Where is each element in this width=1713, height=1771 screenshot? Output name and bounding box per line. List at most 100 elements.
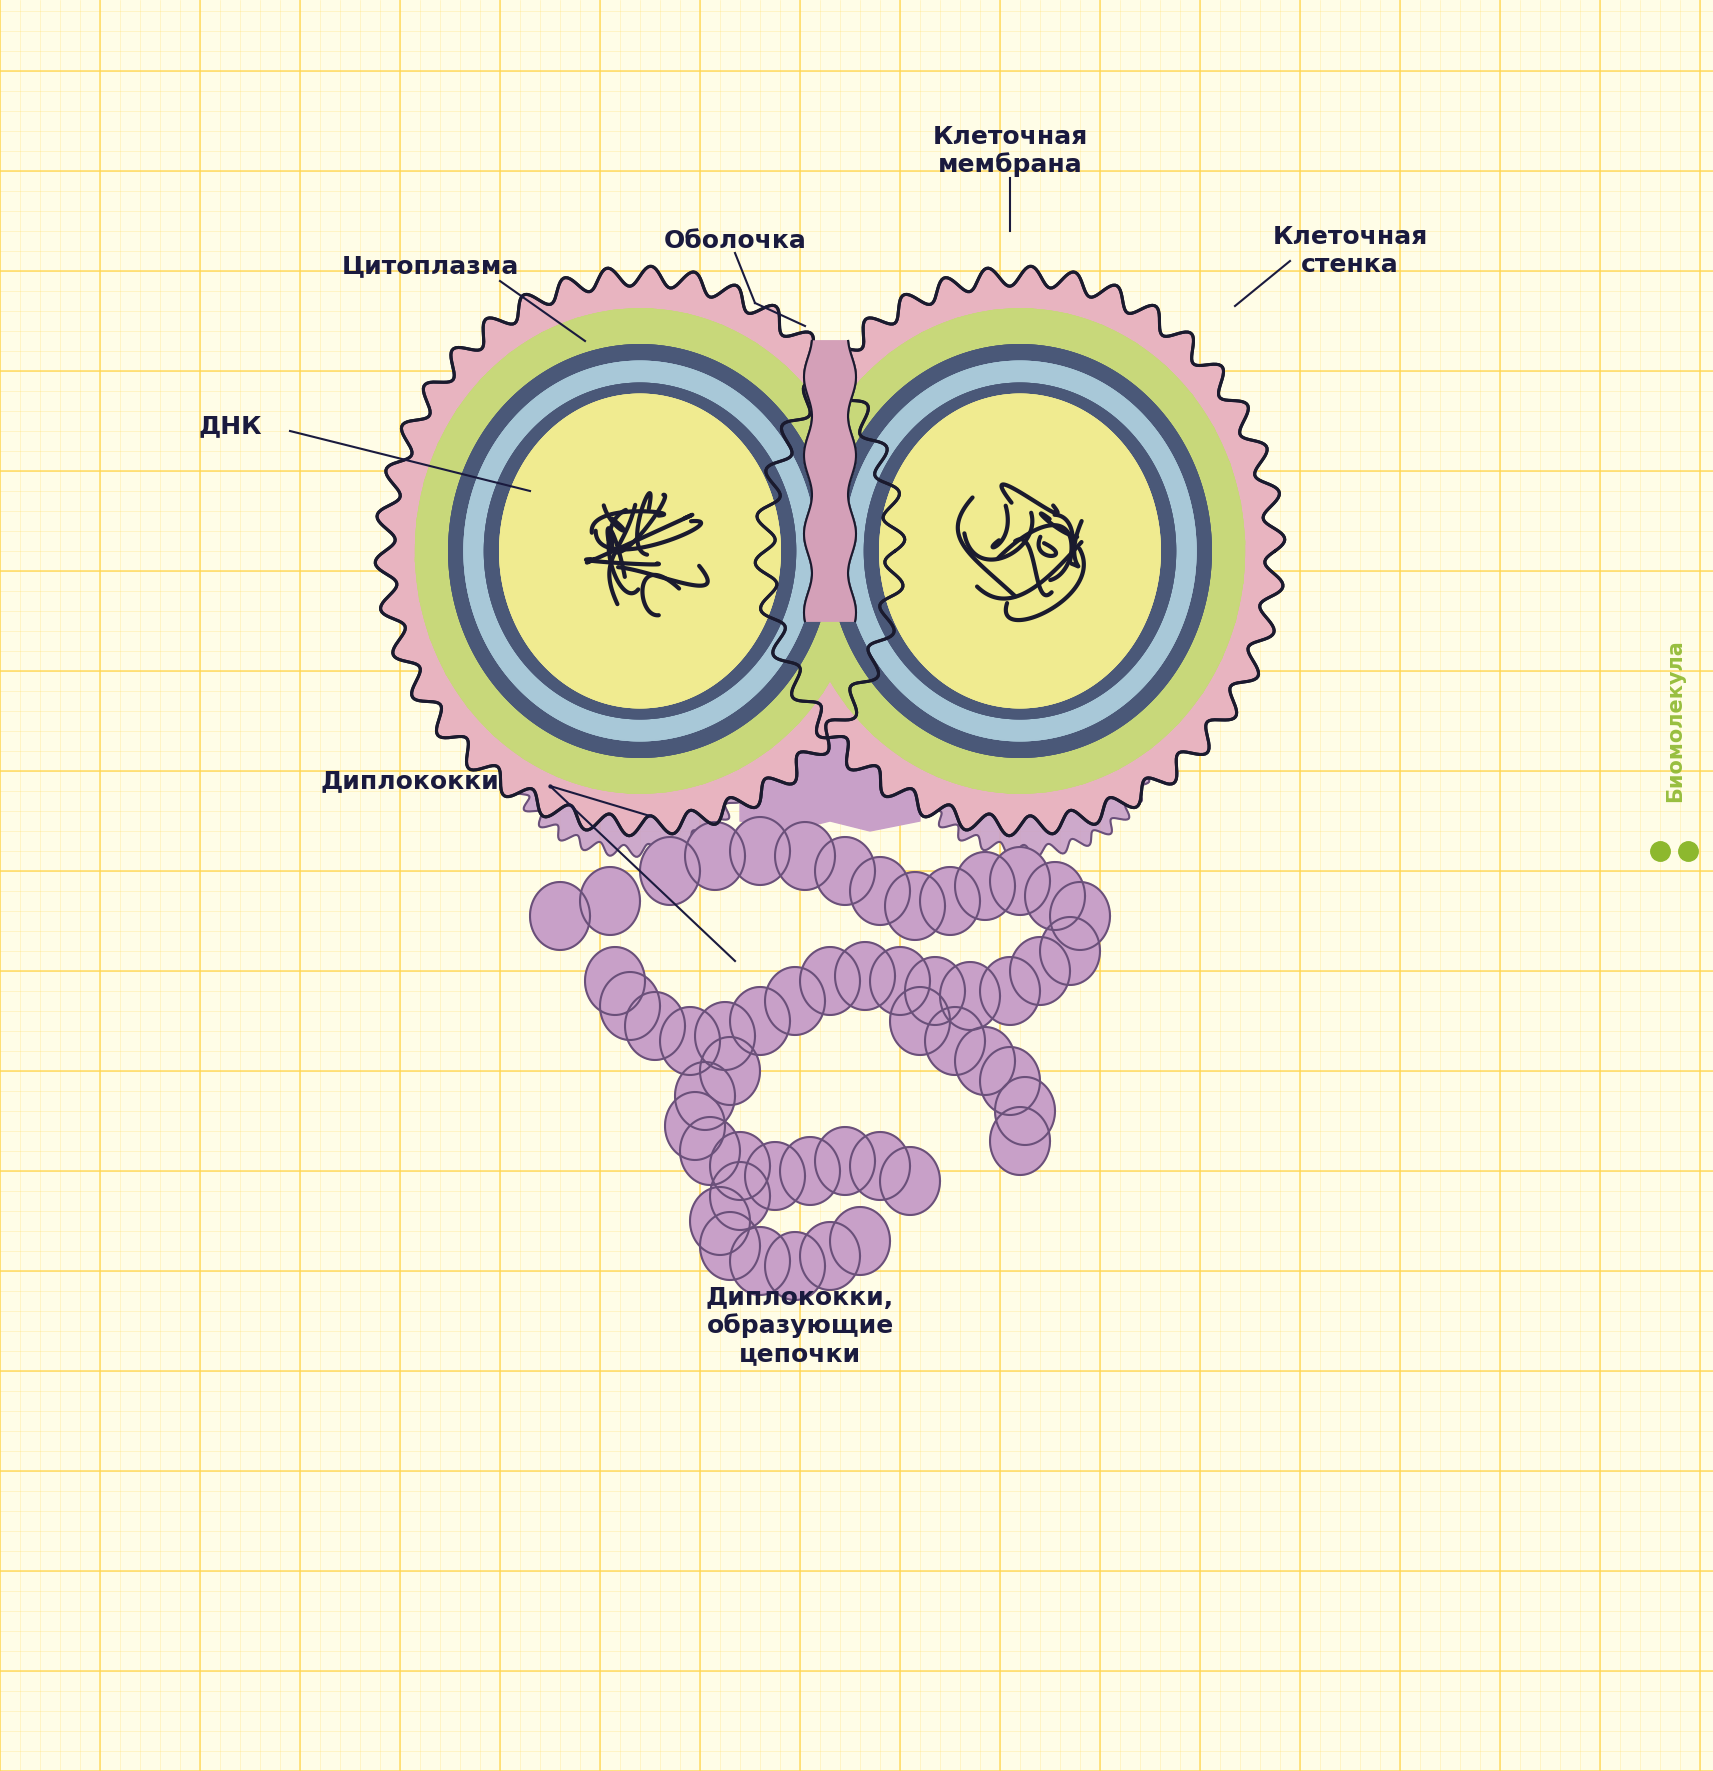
Polygon shape (709, 1162, 771, 1231)
Polygon shape (795, 308, 1245, 793)
Text: Клеточная
мембрана: Клеточная мембрана (932, 124, 1088, 177)
Polygon shape (1011, 937, 1071, 1004)
Polygon shape (690, 1187, 750, 1256)
Polygon shape (641, 838, 701, 905)
Text: Цитоплазма: Цитоплазма (341, 253, 519, 278)
Polygon shape (803, 342, 856, 622)
Polygon shape (956, 852, 1016, 919)
Polygon shape (745, 1142, 805, 1210)
Polygon shape (920, 868, 980, 935)
Polygon shape (845, 361, 1196, 740)
Polygon shape (449, 345, 831, 758)
Polygon shape (940, 962, 1000, 1031)
Polygon shape (730, 1227, 790, 1295)
Polygon shape (529, 882, 589, 949)
Polygon shape (665, 1093, 725, 1160)
Polygon shape (509, 675, 750, 857)
Polygon shape (415, 308, 865, 793)
Polygon shape (845, 361, 1196, 740)
Polygon shape (886, 871, 946, 940)
Polygon shape (464, 361, 815, 740)
Polygon shape (415, 308, 865, 793)
Text: ДНК: ДНК (199, 414, 262, 437)
Polygon shape (891, 986, 951, 1056)
Text: Клеточная
стенка: Клеточная стенка (1273, 225, 1427, 276)
Text: Диплококки: Диплококки (320, 769, 498, 793)
Polygon shape (449, 345, 831, 758)
Polygon shape (730, 816, 790, 886)
Polygon shape (845, 361, 1196, 740)
Polygon shape (880, 1148, 940, 1215)
Polygon shape (910, 675, 1151, 857)
Polygon shape (1050, 882, 1110, 949)
Text: Биомолекула: Биомолекула (1665, 639, 1686, 802)
Polygon shape (485, 383, 795, 719)
Polygon shape (904, 956, 964, 1025)
Polygon shape (375, 266, 904, 836)
Polygon shape (870, 947, 930, 1015)
Polygon shape (795, 308, 1245, 793)
Polygon shape (795, 308, 1244, 793)
Polygon shape (779, 1137, 839, 1204)
Polygon shape (701, 1211, 761, 1280)
Polygon shape (709, 1132, 771, 1201)
Polygon shape (865, 383, 1175, 719)
Polygon shape (795, 308, 1244, 793)
Polygon shape (795, 308, 1244, 793)
Polygon shape (680, 1118, 740, 1185)
Polygon shape (803, 342, 856, 622)
Polygon shape (766, 1233, 826, 1300)
Polygon shape (850, 857, 910, 924)
Polygon shape (755, 266, 1285, 836)
Polygon shape (766, 967, 826, 1034)
Polygon shape (880, 395, 1160, 708)
Text: Диплококки,
образующие
цепочки: Диплококки, образующие цепочки (706, 1286, 894, 1365)
Polygon shape (800, 947, 860, 1015)
Polygon shape (956, 1027, 1016, 1094)
Polygon shape (829, 345, 1211, 758)
Polygon shape (1024, 862, 1084, 930)
Polygon shape (416, 308, 865, 793)
Polygon shape (834, 942, 894, 1009)
Polygon shape (995, 1077, 1055, 1146)
Polygon shape (755, 266, 1285, 836)
Polygon shape (795, 308, 1244, 793)
Polygon shape (815, 1126, 875, 1195)
Polygon shape (980, 1047, 1040, 1116)
Polygon shape (695, 1002, 755, 1070)
Polygon shape (485, 383, 795, 719)
Polygon shape (815, 838, 875, 905)
Polygon shape (865, 383, 1175, 719)
Polygon shape (500, 395, 779, 708)
Polygon shape (980, 956, 1040, 1025)
Polygon shape (675, 1063, 735, 1130)
Polygon shape (701, 1038, 761, 1105)
Polygon shape (416, 308, 865, 793)
Polygon shape (464, 361, 815, 740)
Polygon shape (1040, 917, 1100, 985)
Polygon shape (449, 345, 831, 758)
Polygon shape (755, 266, 1285, 836)
Polygon shape (416, 308, 865, 793)
Polygon shape (850, 1132, 910, 1201)
Polygon shape (375, 266, 904, 836)
Polygon shape (730, 986, 790, 1056)
Polygon shape (660, 1008, 719, 1075)
Polygon shape (800, 1222, 860, 1289)
Polygon shape (500, 395, 779, 708)
Polygon shape (880, 395, 1160, 708)
Polygon shape (485, 383, 795, 719)
Text: Оболочка: Оболочка (663, 228, 807, 253)
Polygon shape (685, 822, 745, 891)
Polygon shape (831, 1208, 891, 1275)
Polygon shape (586, 947, 646, 1015)
Polygon shape (600, 972, 660, 1040)
Polygon shape (990, 847, 1050, 916)
Polygon shape (865, 383, 1175, 719)
Polygon shape (740, 701, 920, 831)
Polygon shape (774, 822, 834, 891)
Polygon shape (990, 1107, 1050, 1174)
Polygon shape (500, 395, 779, 708)
Polygon shape (581, 868, 641, 935)
Polygon shape (925, 1008, 985, 1075)
